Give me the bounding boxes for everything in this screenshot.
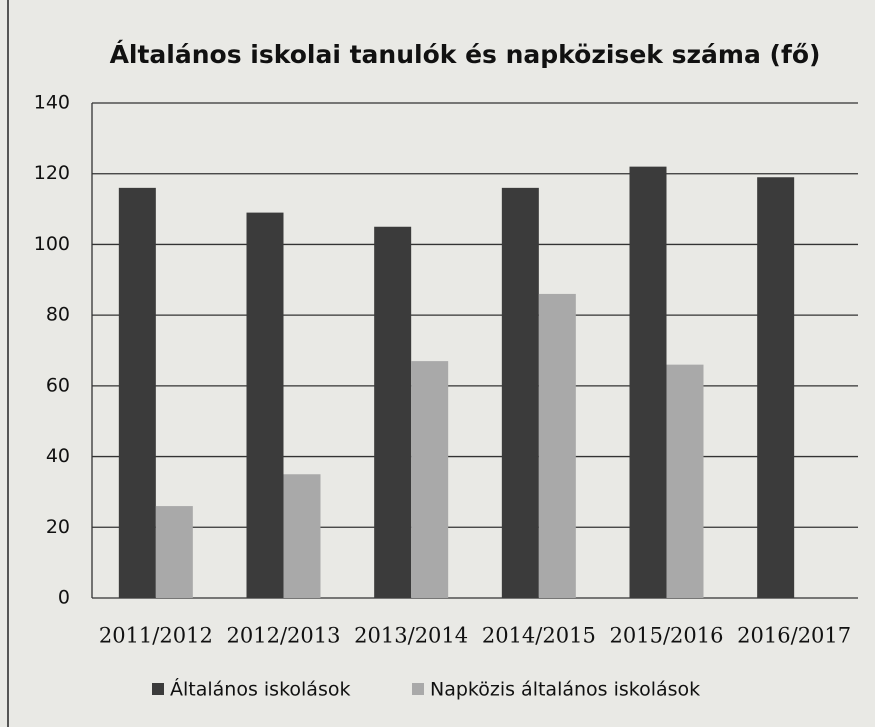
- y-tick-label: 0: [58, 587, 70, 609]
- bar: [411, 361, 449, 598]
- y-tick-label: 40: [46, 445, 70, 467]
- bar: [757, 177, 795, 598]
- y-tick-label: 100: [34, 233, 70, 255]
- y-tick-label: 120: [34, 162, 70, 184]
- legend-label: Általános iskolások: [170, 678, 350, 701]
- chart-title: Általános iskolai tanulók és napközisek …: [110, 40, 821, 69]
- bar: [538, 293, 576, 598]
- x-tick-label: 2014/2015: [482, 624, 596, 648]
- y-tick-label: 60: [46, 374, 70, 396]
- x-tick-label: 2013/2014: [354, 624, 468, 648]
- y-tick-label: 80: [46, 304, 70, 326]
- x-tick-label: 2016/2017: [737, 624, 851, 648]
- bar: [501, 187, 539, 598]
- x-tick-label: 2012/2013: [227, 624, 341, 648]
- x-tick-label: 2011/2012: [99, 624, 213, 648]
- bar: [118, 187, 156, 598]
- bar: [155, 506, 193, 598]
- legend-label: Napközis általános iskolások: [430, 679, 700, 701]
- bar: [246, 212, 284, 598]
- bar: [629, 166, 667, 598]
- legend-swatch: [412, 683, 424, 695]
- bar: [283, 474, 321, 598]
- y-tick-label: 20: [46, 516, 70, 538]
- bar: [666, 364, 704, 598]
- y-tick-label: 140: [34, 92, 70, 114]
- x-tick-label: 2015/2016: [610, 624, 724, 648]
- bar: [374, 226, 412, 598]
- legend-swatch: [152, 683, 164, 695]
